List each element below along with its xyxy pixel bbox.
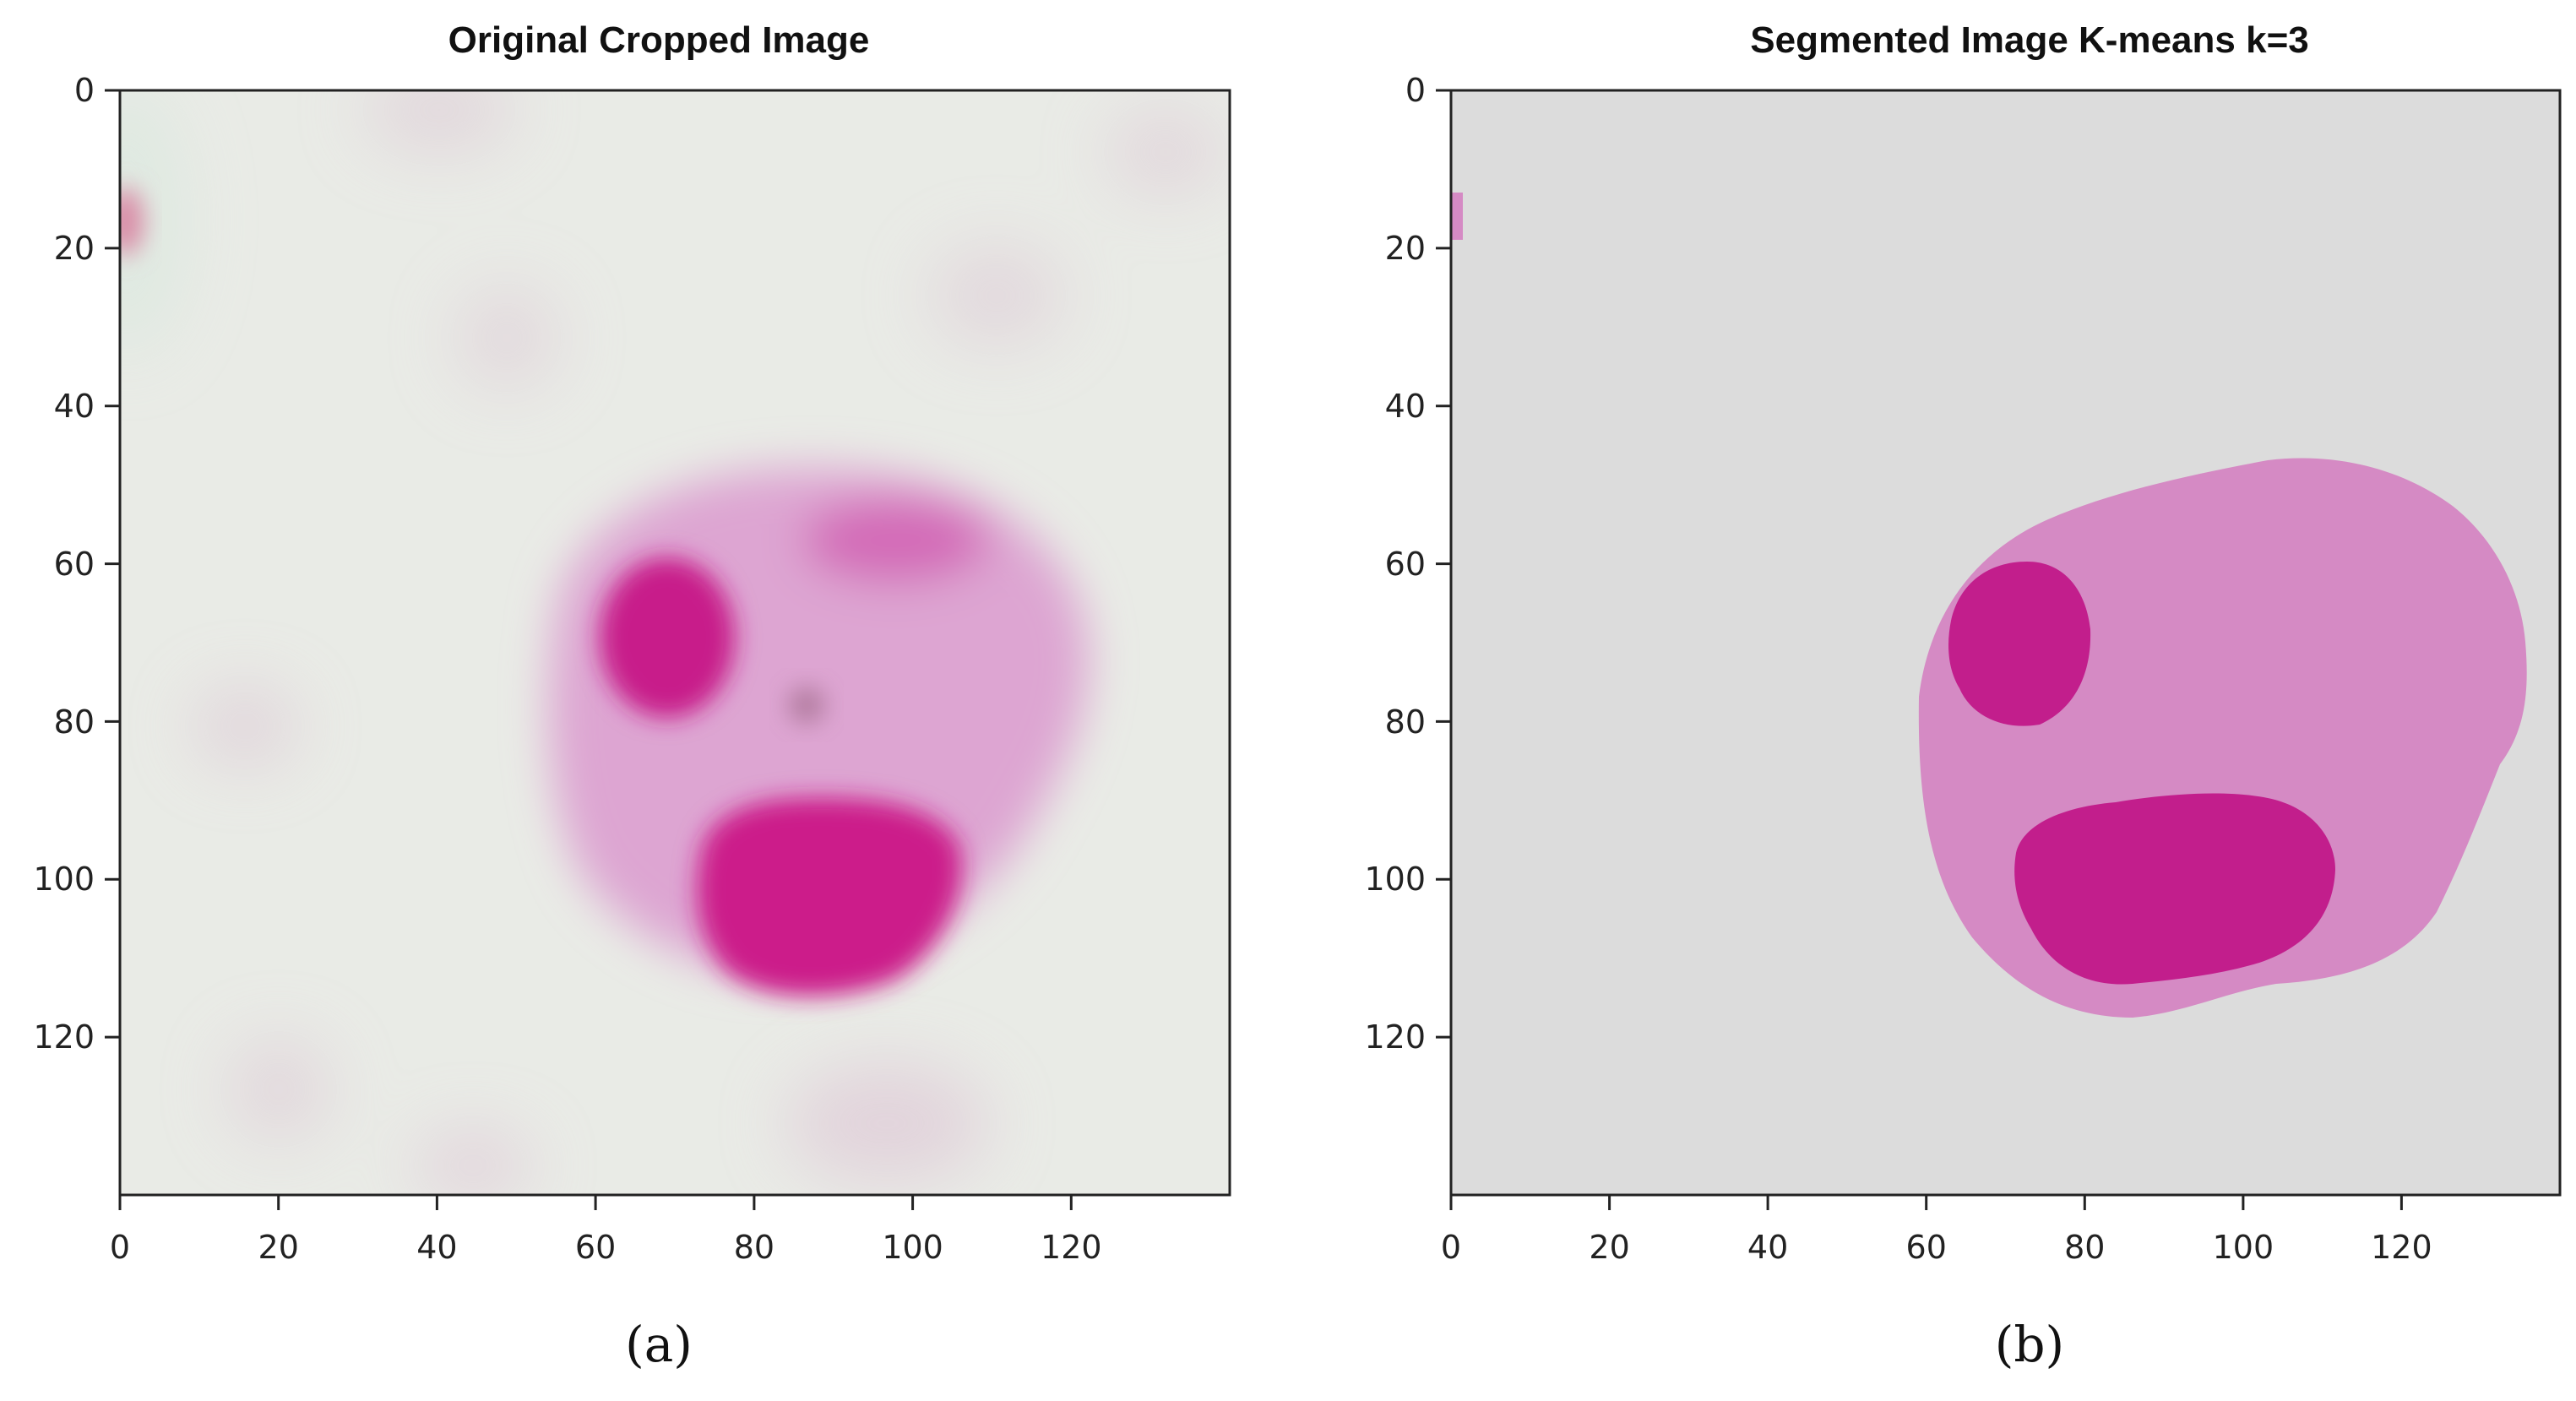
axis-ticks	[105, 89, 1073, 1210]
x-tick-label: 80	[734, 1229, 774, 1266]
edge-artifact	[120, 187, 144, 255]
nucleus-segment	[1948, 562, 2091, 726]
axes-frame	[118, 89, 1231, 1197]
x-tick-label: 120	[1041, 1229, 1102, 1266]
y-tick-label: 120	[33, 1018, 95, 1056]
y-tick-label: 120	[1364, 1018, 1426, 1056]
x-tick-label: 60	[575, 1229, 616, 1266]
y-tick-label: 20	[54, 230, 95, 267]
y-tick-label: 60	[1385, 546, 1426, 583]
y-tick-label: 40	[1385, 388, 1426, 425]
y-tick-label: 0	[1405, 72, 1426, 109]
dark-granule	[788, 687, 825, 724]
background-speckles	[120, 90, 1225, 1195]
panel-caption: (b)	[1995, 1316, 2064, 1373]
y-tick-label: 0	[74, 72, 95, 109]
panel-caption: (a)	[625, 1316, 693, 1373]
x-tick-label: 80	[2064, 1229, 2105, 1266]
chart-title: Segmented Image K-means k=3	[1750, 19, 2308, 61]
segmented-figure: Segmented Image K-means k=3 0	[1364, 19, 2562, 1373]
y-tick-label: 80	[1385, 703, 1426, 741]
x-tick-label: 100	[882, 1229, 943, 1266]
y-tick-label: 80	[54, 703, 95, 741]
x-tick-label: 20	[1589, 1229, 1629, 1266]
x-tick-label: 20	[258, 1229, 299, 1266]
axis-ticks	[1436, 89, 2403, 1210]
chart-title: Original Cropped Image	[448, 19, 870, 61]
y-tick-label: 60	[54, 546, 95, 583]
original-figure: Original Cropped Image	[33, 19, 1231, 1373]
panel-segmented: Segmented Image K-means k=3 0	[1288, 0, 2576, 1401]
panel-original: Original Cropped Image	[33, 19, 1231, 1373]
y-tick-label: 100	[33, 861, 95, 898]
x-tick-label: 40	[416, 1229, 457, 1266]
nucleus-segment	[2014, 793, 2335, 985]
x-tick-label: 0	[110, 1229, 130, 1266]
cell-nuclei	[600, 557, 962, 996]
edge-segment	[1451, 193, 1463, 240]
y-tick-label: 40	[54, 388, 95, 425]
x-tick-label: 0	[1441, 1229, 1461, 1266]
x-tick-label: 60	[1906, 1229, 1947, 1266]
x-tick-label: 120	[2371, 1229, 2432, 1266]
axes-frame	[1449, 89, 2562, 1197]
x-tick-label: 100	[2213, 1229, 2274, 1266]
y-tick-label: 20	[1385, 230, 1426, 267]
x-tick-label: 40	[1747, 1229, 1788, 1266]
y-tick-label: 100	[1364, 861, 1426, 898]
